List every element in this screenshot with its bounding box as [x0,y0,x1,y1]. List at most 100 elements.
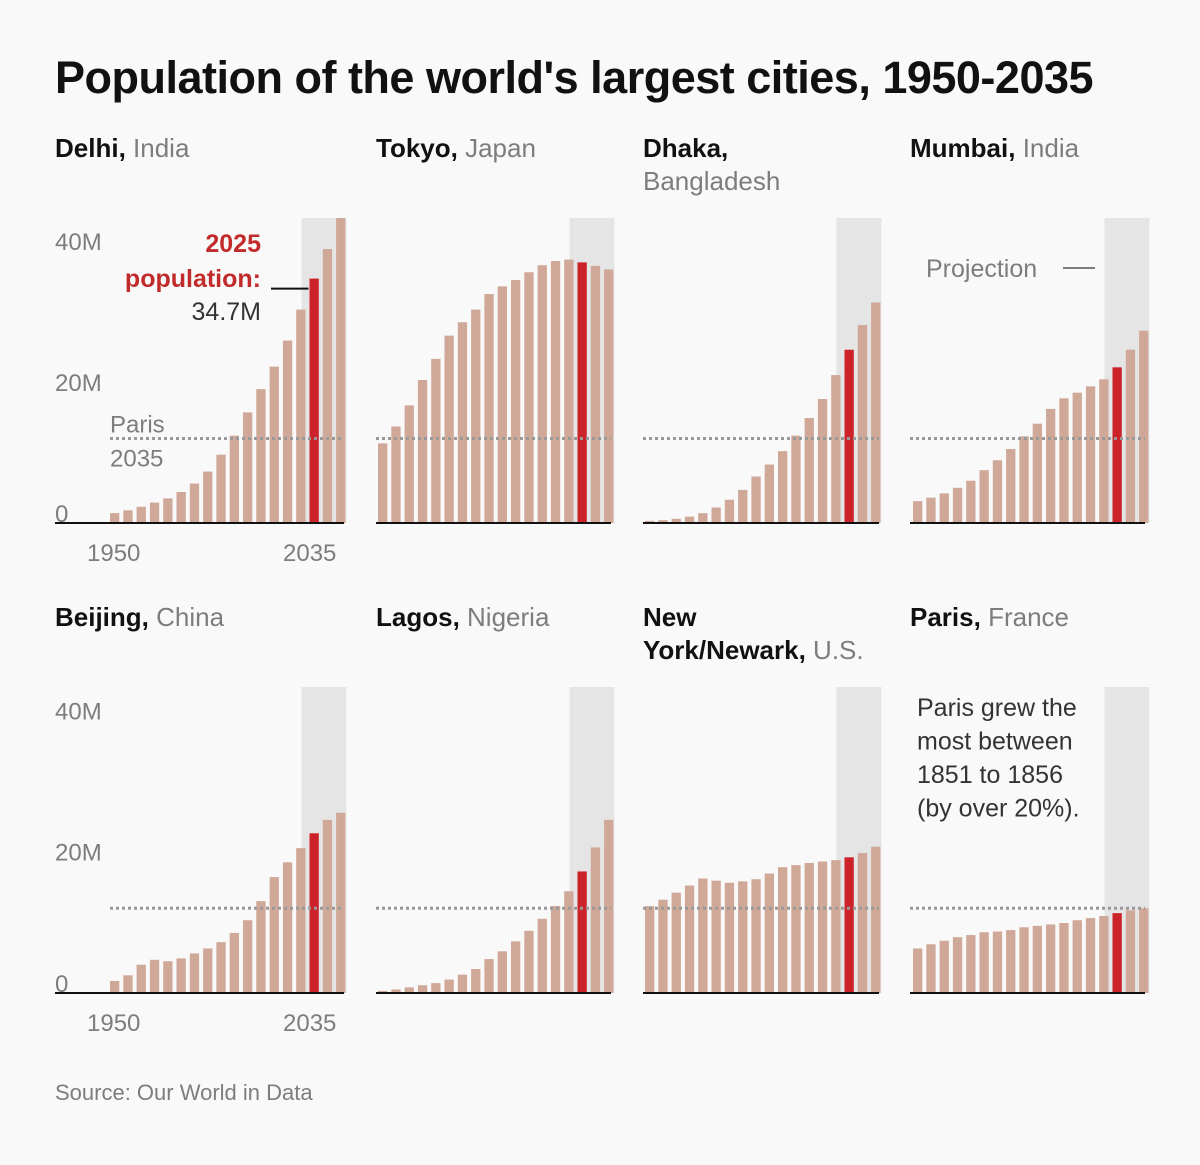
bar [229,932,239,993]
bar [136,506,146,523]
bar [216,454,226,523]
country-name: Japan [465,133,536,163]
bar [817,861,828,993]
bar-highlight [577,262,587,523]
bar [511,279,521,523]
city-name: Dhaka, [643,133,729,163]
source-note: Source: Our World in Data [55,1080,313,1105]
bar [404,987,414,993]
bar-highlight [1112,367,1122,523]
bar [176,958,186,993]
bar [524,272,534,523]
bar [913,948,923,993]
y-tick-label: 20M [55,370,102,397]
bar [817,399,828,523]
chart-panel-dhaka [643,218,882,524]
bar [711,507,721,523]
bar [296,309,306,523]
bar [698,878,708,993]
bar [791,435,801,523]
bar [216,942,226,993]
bar [1099,379,1109,523]
bar [564,259,574,523]
bar [203,471,213,523]
x-tick-label: 1950 [87,540,140,567]
bar [322,819,333,993]
bar [1139,330,1149,523]
bar [444,335,454,523]
bar [1125,349,1136,523]
x-tick-label: 2035 [283,540,336,567]
chart-panel-mumbai: Projection [910,218,1150,524]
bar [1125,910,1136,993]
bar [378,990,388,993]
city-name: Beijing, [55,602,149,632]
bar [751,879,761,993]
bar [110,513,120,523]
bar [1139,908,1149,993]
bar [564,891,574,993]
bar [804,418,814,523]
chart-title: Population of the world's largest cities… [55,52,1094,103]
bar [711,880,721,993]
bar [738,489,748,523]
bar [484,294,494,523]
bar [256,389,266,523]
bar-highlight [844,349,854,523]
bar [913,501,923,523]
city-name: Paris, [910,602,981,632]
bar-highlight [1112,913,1122,993]
bar [229,435,239,523]
bar [497,286,507,523]
panel-title: Beijing, China [55,601,224,634]
bar [296,848,306,993]
bar [497,951,507,993]
country-name: India [1022,133,1080,163]
bar [778,451,788,523]
bar [176,492,186,523]
bar [471,968,481,993]
chart-panel-paris: Paris grew the most between 1851 to 1856 (b… [910,687,1150,994]
x-tick-label: 2035 [283,1010,336,1037]
bar [590,847,601,993]
bar [1099,915,1109,993]
bar [471,309,481,523]
bar [123,975,133,993]
bar [417,380,428,523]
bar [457,974,468,993]
bar [926,497,936,523]
bar [939,940,949,993]
bar [939,493,949,523]
y-tick-label: 0 [55,971,68,998]
bar [484,959,494,993]
bar [671,892,681,993]
city-name: Mumbai, [910,133,1016,163]
bar [431,358,441,523]
bar [391,989,401,993]
bar [322,248,333,523]
bar [684,516,695,523]
city-name: Delhi, [55,133,126,163]
note-text: Paris grew the [917,694,1077,722]
bar [738,881,748,993]
bar [189,483,200,523]
chart-panel-tokyo [376,218,615,524]
bar-highlight [309,278,319,523]
bar [831,375,841,523]
chart-panel-lagos [376,687,615,994]
bar [966,935,976,993]
bar [979,932,989,993]
country-name: Nigeria [467,602,550,632]
bar [1085,918,1096,993]
bar [724,499,735,523]
bar [952,937,963,993]
country-name: Bangladesh [643,166,781,196]
bar [524,930,534,993]
chart-panel-beijing: 40M 20M 0 1950 2035 [55,687,347,1037]
bar [1006,930,1016,993]
country-name: U.S. [805,635,864,665]
bar [645,520,655,523]
bar [857,853,868,993]
city-name: Tokyo, [376,133,458,163]
